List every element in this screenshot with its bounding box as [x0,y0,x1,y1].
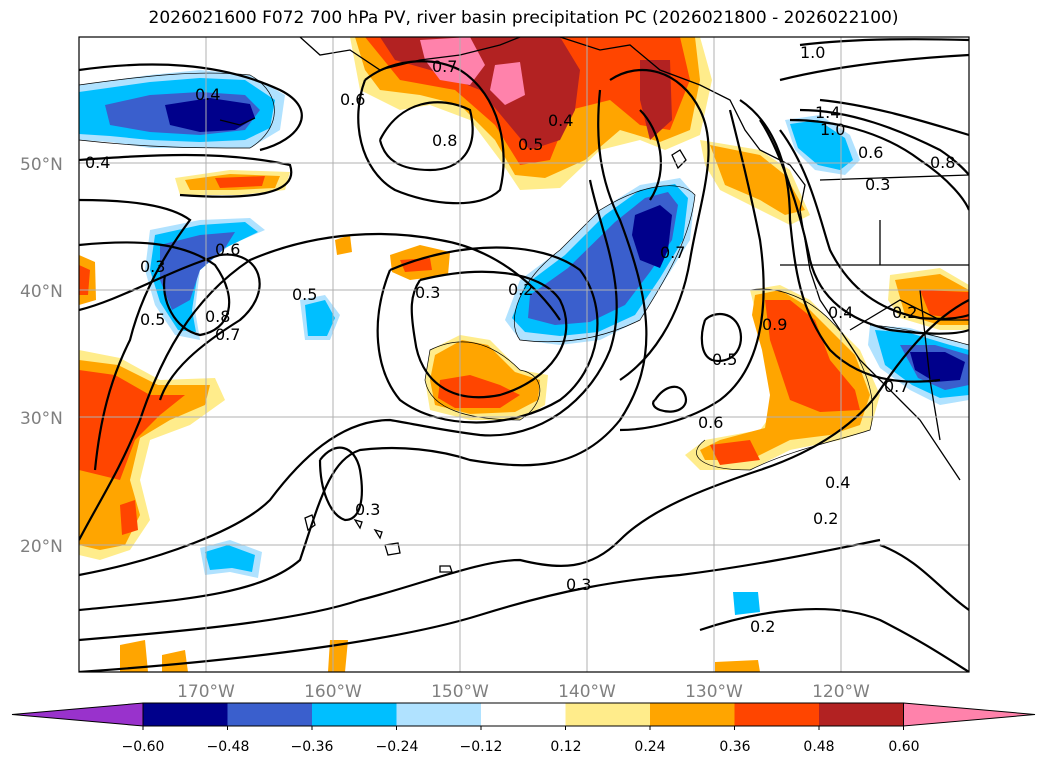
contour-label: 0.5 [518,135,543,154]
colorbar-tick-label: −0.48 [207,739,250,755]
longitude-labels: 170°W 160°W 150°W 140°W 130°W 120°W [177,682,870,702]
contour-label: 1.4 [815,103,840,122]
contour-label: 0.3 [566,575,591,594]
contour-label: 0.4 [548,111,573,130]
colorbar-tick-label: −0.24 [376,739,419,755]
latitude-labels: 50°N 40°N 30°N 20°N [20,155,63,557]
colorbar-segment [734,703,820,726]
map-frame [78,36,970,673]
lon-label: 170°W [177,682,235,702]
colorbar-tick-label: 0.12 [550,739,581,755]
contour-label: 0.6 [340,90,365,109]
colorbar-frame [142,702,904,727]
lon-label: 160°W [304,682,362,702]
contour-label: 0.3 [415,283,440,302]
lat-label: 30°N [20,409,63,429]
contour-label: 0.5 [712,350,737,369]
contour-label: 0.8 [205,307,230,326]
contour-label: 0.3 [355,500,380,519]
colorbar-tick-label: −0.12 [460,739,503,755]
coastlines [219,37,969,481]
contour-label: 0.2 [508,280,533,299]
colorbar-tick-label: 0.24 [634,739,665,755]
colorbar-tick-label: 0.48 [803,739,834,755]
lat-label: 50°N [20,155,63,175]
colorbar-extend-low [11,702,144,727]
contour-label: 0.4 [85,153,110,172]
contour-label: 0.3 [140,257,165,276]
colorbar-segment [143,703,228,726]
hawaiian-islands [304,514,453,573]
contour-label: 0.4 [195,85,220,104]
contour-label: 0.7 [660,243,685,262]
lon-label: 120°W [812,682,870,702]
contour-label: 0.7 [432,57,457,76]
contour-label: 0.2 [813,509,838,528]
contour-label: 1.0 [820,120,845,139]
colorbar-segment [565,703,651,726]
colorbar-segment [227,703,313,726]
contour-label: 0.4 [825,473,850,492]
contour-label: 0.7 [215,325,240,344]
contour-label: 0.5 [140,310,165,329]
contour-label: 0.3 [865,175,890,194]
contour-label: 0.8 [432,131,457,150]
colorbar-segment [650,703,735,726]
contour-labels: 0.4 0.6 0.7 0.8 0.4 0.5 1.0 1.4 1.0 0.6 … [85,43,955,636]
lon-label: 140°W [558,682,616,702]
colorbar [11,702,1036,730]
contour-label: 0.5 [292,285,317,304]
anomaly-outlines [79,72,969,471]
lon-label: 130°W [685,682,743,702]
colorbar-tick-label: 0.60 [888,739,919,755]
lat-label: 40°N [20,282,63,302]
colorbar-tick-labels: −0.60 −0.48 −0.36 −0.24 −0.12 0.12 0.24 … [122,739,920,755]
gridlines [79,37,969,672]
colorbar-tick-label: 0.36 [719,739,750,755]
colorbar-segment [396,703,482,726]
contour-label: 1.0 [800,43,825,62]
colorbar-tick-label: −0.60 [122,739,165,755]
map-title: 2026021600 F072 700 hPa PV, river basin … [148,8,899,28]
colorbar-segment [819,703,904,726]
colorbar-segment [481,703,566,726]
contour-label: 0.6 [698,413,723,432]
contour-label: 0.2 [750,617,775,636]
lat-label: 20°N [20,537,63,557]
contour-label: 0.6 [215,240,240,259]
contour-label: 0.6 [858,143,883,162]
colorbar-extend-high [903,702,1036,727]
contour-label: 0.4 [828,303,853,322]
pv-contours [79,38,969,672]
contour-label: 0.2 [892,303,917,322]
contour-label: 0.7 [884,377,909,396]
contour-label: 0.8 [930,153,955,172]
colorbar-tick-label: −0.36 [291,739,334,755]
contour-label: 0.9 [762,315,787,334]
lon-label: 150°W [431,682,489,702]
colorbar-segment [312,703,397,726]
